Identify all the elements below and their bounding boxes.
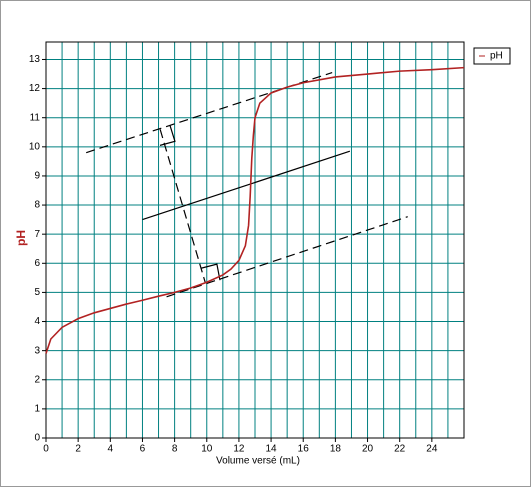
y-tick-label: 7: [34, 229, 40, 240]
x-tick-label: 22: [394, 444, 406, 455]
y-tick-label: 13: [29, 54, 41, 65]
y-tick-label: 3: [34, 345, 40, 356]
y-tick-label: 2: [34, 374, 40, 385]
x-tick-label: 4: [108, 444, 114, 455]
x-tick-label: 8: [172, 444, 178, 455]
x-tick-label: 18: [330, 444, 342, 455]
construction-line: [159, 125, 176, 146]
y-tick-label: 1: [34, 404, 40, 415]
y-tick-label: 8: [34, 200, 40, 211]
y-tick-label: 11: [30, 112, 41, 123]
x-tick-label: 20: [362, 444, 374, 455]
x-tick-label: 0: [43, 444, 49, 455]
x-axis-label: Volume versé (mL): [216, 456, 300, 467]
legend-box: [473, 47, 511, 65]
y-tick-label: 5: [34, 287, 40, 298]
y-tick-label: 4: [34, 316, 40, 327]
plot-border: [45, 41, 465, 439]
legend-label: pH: [490, 51, 503, 62]
y-tick-label: 9: [34, 171, 40, 182]
construction-line: [159, 129, 206, 283]
line-series: [45, 66, 465, 354]
x-tick-label: 10: [201, 444, 213, 455]
y-tick-label: 6: [34, 258, 40, 269]
y-tick-label: 0: [34, 433, 40, 444]
x-tick-label: 2: [75, 444, 81, 455]
y-tick-label: 10: [29, 141, 41, 152]
y-tick-label: 12: [29, 83, 41, 94]
x-tick-label: 16: [298, 444, 310, 455]
construction-line: [166, 216, 408, 298]
y-axis-label: pH: [14, 230, 28, 246]
x-tick-label: 12: [233, 444, 245, 455]
x-tick-label: 14: [266, 444, 278, 455]
construction-line: [200, 263, 221, 281]
construction-line: [142, 150, 351, 221]
x-tick-label: 6: [140, 444, 146, 455]
x-tick-label: 24: [426, 444, 438, 455]
